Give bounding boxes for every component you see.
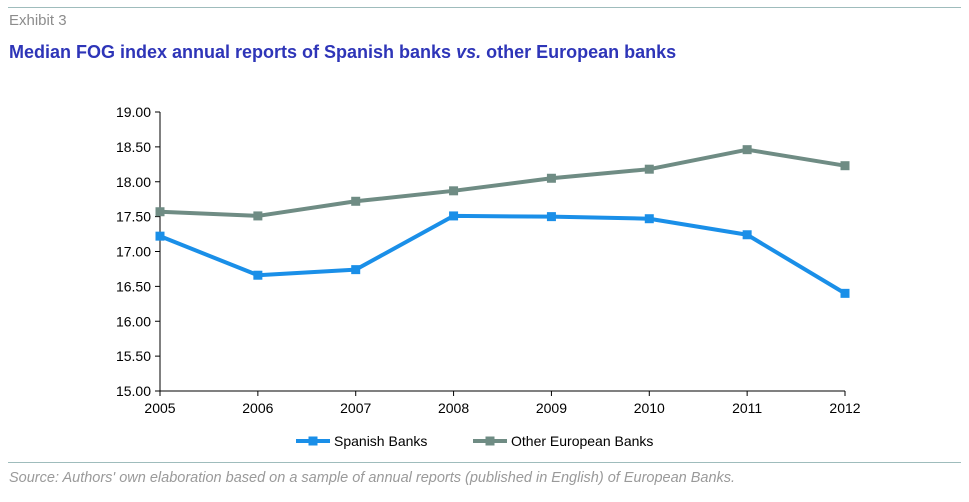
title-part1: Median FOG index annual reports of Spani… <box>9 42 457 62</box>
chart-title: Median FOG index annual reports of Spani… <box>9 42 676 63</box>
x-tick-label: 2009 <box>536 400 567 416</box>
y-tick-label: 17.50 <box>116 209 151 225</box>
other-european-banks-point <box>742 145 752 155</box>
x-tick-label: 2010 <box>634 400 665 416</box>
other-european-banks-point <box>546 173 556 183</box>
title-part2: other European banks <box>481 42 677 62</box>
source-note: Source: Authors' own elaboration based o… <box>9 470 736 486</box>
x-tick-label: 2005 <box>144 400 175 416</box>
spanish-banks-point <box>742 230 752 240</box>
spanish-banks-line <box>159 213 847 296</box>
other-european-banks-point <box>644 164 654 174</box>
spanish-banks-point <box>644 214 654 224</box>
y-tick-label: 15.50 <box>116 348 151 364</box>
other-european-banks-line <box>159 147 846 218</box>
other-european-banks-point <box>351 196 361 206</box>
spanish-banks-point <box>449 211 459 221</box>
spanish-banks-point <box>546 212 556 222</box>
line-chart: 15.00 15.50 16.00 16.50 17.00 17.50 18.00 18.50… <box>116 104 861 449</box>
legend-other-european-banks-label: Other European Banks <box>511 433 653 449</box>
x-tick-label: 2011 <box>732 400 762 416</box>
other-european-banks-point <box>449 186 459 196</box>
spanish-banks-point <box>155 231 165 241</box>
chart-series <box>155 145 850 298</box>
x-tick-label: 2008 <box>438 400 469 416</box>
x-tick-label: 2012 <box>829 400 860 416</box>
chart-axes: 15.00 15.50 16.00 16.50 17.00 17.50 18.00 18.50… <box>116 104 861 416</box>
y-tick-label: 16.00 <box>116 313 151 329</box>
top-rule <box>8 7 961 8</box>
spanish-banks-point <box>253 270 263 280</box>
y-tick-label: 18.00 <box>116 174 151 190</box>
other-european-banks-point <box>253 211 263 221</box>
other-european-banks-point <box>155 207 165 217</box>
exhibit-label: Exhibit 3 <box>9 12 67 29</box>
y-tick-label: 17.00 <box>116 244 151 260</box>
spanish-banks-point <box>840 288 850 298</box>
legend-spanish-banks-marker <box>308 436 318 446</box>
spanish-banks-point <box>351 265 361 275</box>
y-tick-label: 15.00 <box>116 383 151 399</box>
legend-other-european-banks-marker <box>485 436 495 446</box>
y-tick-label: 19.00 <box>116 104 151 120</box>
x-tick-label: 2007 <box>340 400 371 416</box>
legend-spanish-banks-label: Spanish Banks <box>334 433 427 449</box>
x-tick-label: 2006 <box>242 400 273 416</box>
chart-legend: Spanish Banks Other European Banks <box>296 433 653 449</box>
y-tick-label: 16.50 <box>116 278 151 294</box>
title-vs: vs. <box>456 42 482 62</box>
y-tick-label: 18.50 <box>116 139 151 155</box>
other-european-banks-point <box>840 161 850 171</box>
bottom-rule <box>8 462 961 463</box>
